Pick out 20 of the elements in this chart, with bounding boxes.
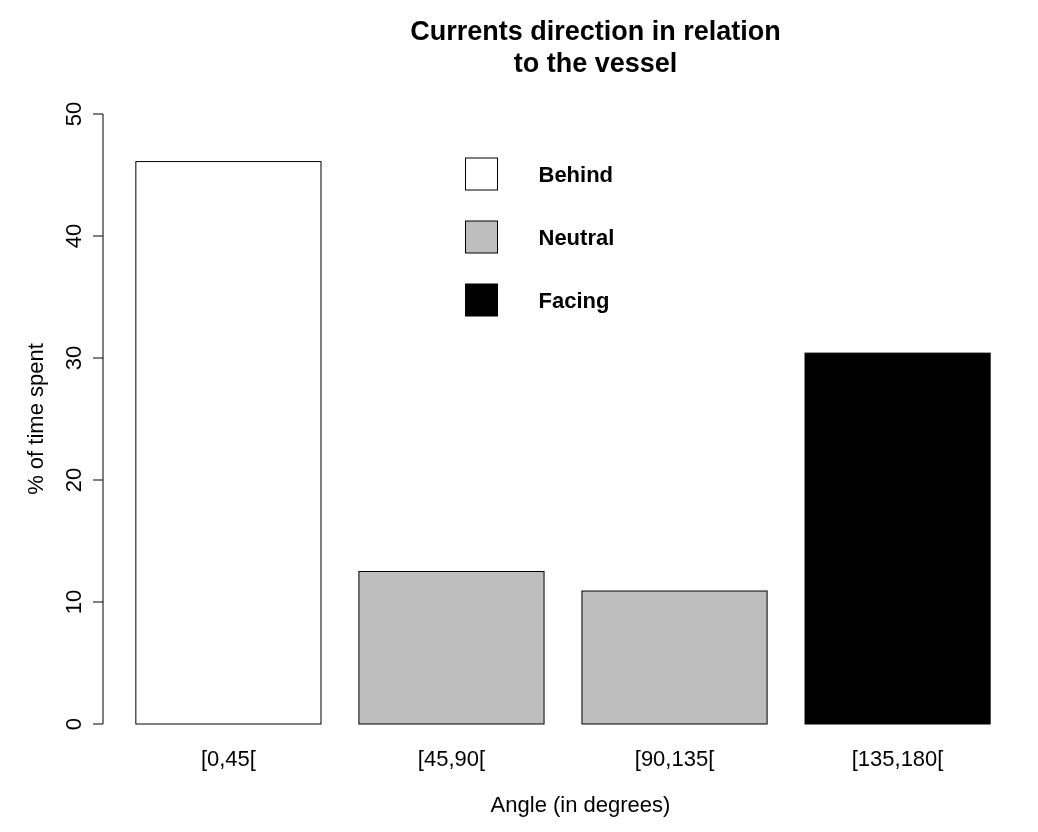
chart-title: Currents direction in relation to the vessel — [410, 16, 781, 78]
y-tick-label: 40 — [61, 223, 86, 249]
y-tick-label: 10 — [61, 589, 86, 615]
bar — [804, 352, 991, 725]
y-tick-label: 0 — [61, 717, 86, 731]
y-tick-label: 30 — [61, 345, 86, 371]
y-tick-label: 50 — [61, 101, 86, 127]
x-tick-label: [0,45[ — [200, 746, 256, 771]
x-axis-title: Angle (in degrees) — [490, 792, 671, 817]
bar — [581, 590, 768, 725]
legend-label: Facing — [538, 288, 610, 313]
y-tick-label: 20 — [61, 467, 86, 493]
x-tick-label: [135,180[ — [851, 746, 944, 771]
bar — [358, 571, 545, 725]
x-tick-label: [45,90[ — [417, 746, 486, 771]
legend-label: Behind — [538, 162, 614, 187]
bar — [135, 161, 322, 725]
x-tick-label: [90,135[ — [634, 746, 715, 771]
y-axis-title: % of time spent — [23, 343, 48, 495]
legend-label: Neutral — [538, 225, 615, 250]
